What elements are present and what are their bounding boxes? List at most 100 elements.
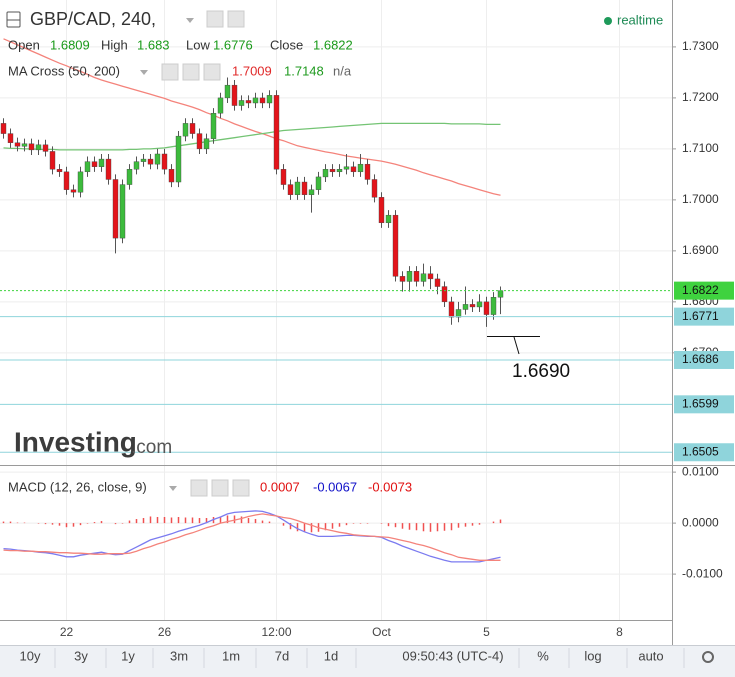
histogram-bar [149, 516, 152, 524]
title-dropdown[interactable] [186, 18, 194, 23]
chart-title: GBP/CAD, 240, [30, 9, 156, 29]
candle-body [448, 301, 455, 318]
candle-body [392, 214, 399, 277]
annotation-pointer [513, 336, 520, 355]
candle-body [343, 166, 350, 170]
histogram-bar [156, 516, 159, 524]
candle-body [77, 171, 84, 193]
candle-body [63, 171, 70, 190]
price-label: 1.6771 [682, 309, 719, 323]
macd-settings-button[interactable] [211, 479, 229, 497]
histogram-bar [128, 520, 131, 524]
option-button[interactable]: % [537, 648, 549, 663]
range-button[interactable]: 1d [324, 648, 338, 663]
option-button[interactable]: log [584, 648, 601, 663]
candle-body [364, 163, 371, 180]
price-label: 1.6505 [682, 444, 719, 458]
candle-body [105, 158, 112, 180]
candle-body [231, 84, 238, 106]
range-button[interactable]: 3y [74, 648, 88, 663]
histogram-bar [51, 523, 54, 525]
visibility-button[interactable] [206, 10, 224, 28]
histogram-bar [387, 523, 390, 527]
macd-line [3, 513, 501, 561]
histogram-bar [499, 519, 502, 524]
axis-layer: 22 26 12:00 Oct 5 8 1.7300 1.7200 1.7100 1.7000 1.… [60, 39, 734, 639]
candle-body [112, 179, 119, 239]
range-button[interactable]: 7d [275, 648, 289, 663]
ma-legend-values: 1.7009 1.7148 [232, 63, 324, 78]
x-tick-label: 26 [158, 625, 172, 639]
y-tick-label: 1.7000 [682, 192, 719, 206]
candle-body [238, 100, 245, 106]
histogram-bar [170, 517, 173, 524]
moving-average-line [3, 38, 501, 196]
candle-body [210, 112, 217, 139]
x-tick-label: 8 [616, 625, 623, 639]
histogram-bar [100, 521, 103, 524]
range-button[interactable]: 1m [222, 648, 240, 663]
macd-visibility-button[interactable] [190, 479, 208, 497]
plot-layer [0, 38, 672, 563]
histogram-bar [450, 523, 453, 531]
macd-remove-button[interactable] [232, 479, 250, 497]
candle-body [378, 197, 385, 224]
histogram-bar [121, 523, 124, 524]
range-button[interactable]: 3m [170, 648, 188, 663]
histogram-bar [415, 523, 418, 531]
macd-legend-title: MACD (12, 26, close, 9) [8, 479, 147, 494]
ohlc-value: 1.6822 [313, 37, 353, 52]
candle-body [455, 309, 462, 318]
ma-remove-button[interactable] [203, 63, 221, 81]
range-button[interactable]: 10y [20, 648, 41, 663]
ma-legend-value: 1.7148 [284, 63, 324, 78]
y-tick-label: 1.7200 [682, 90, 719, 104]
range-button[interactable]: 1y [121, 648, 135, 663]
macd-dropdown[interactable] [169, 486, 177, 491]
candle-body [7, 133, 14, 143]
histogram-bar [338, 523, 341, 527]
candle-body [91, 161, 98, 167]
candle-body [0, 123, 7, 134]
candle-body [196, 133, 203, 150]
settings-button[interactable] [227, 10, 245, 28]
histogram-bar [345, 523, 348, 526]
option-button[interactable]: auto [638, 648, 663, 663]
price-label: 1.6822 [682, 283, 719, 297]
y-tick-label: 1.7300 [682, 39, 719, 53]
histogram-bar [366, 523, 369, 524]
candle-body [203, 138, 210, 150]
candle-body [287, 184, 294, 195]
histogram-bar [408, 523, 411, 530]
y-tick-label: 1.6900 [682, 243, 719, 257]
ma-settings-button[interactable] [182, 63, 200, 81]
candle-body [140, 158, 147, 162]
y-tick-label: 0.0100 [682, 464, 719, 478]
ma-visibility-button[interactable] [161, 63, 179, 81]
histogram-bar [2, 521, 5, 524]
candle-body [147, 158, 154, 165]
candle-body [126, 169, 133, 185]
candle-body [406, 271, 413, 282]
ohlc-value: 1.6809 [50, 37, 90, 52]
realtime-status: realtime [617, 12, 663, 27]
histogram-bar [436, 523, 439, 532]
candle-body [175, 135, 182, 183]
ma-dropdown[interactable] [140, 70, 148, 75]
macd-legend-value: -0.0073 [368, 479, 412, 494]
candle-body [154, 153, 161, 165]
histogram-bar [422, 523, 425, 532]
candle-body [168, 169, 175, 183]
candle-body [469, 304, 476, 308]
macd-line [3, 510, 501, 563]
histogram-bar [240, 516, 243, 524]
candle-body [161, 153, 168, 170]
settings-gear[interactable] [702, 651, 714, 663]
toolbar [0, 645, 735, 677]
x-tick-label: 5 [483, 625, 490, 639]
macd-legend-values: 0.0007 -0.0067 -0.0073 [260, 479, 412, 494]
ohlc-label: Low [186, 37, 210, 52]
ohlc-label: Open [8, 37, 40, 52]
